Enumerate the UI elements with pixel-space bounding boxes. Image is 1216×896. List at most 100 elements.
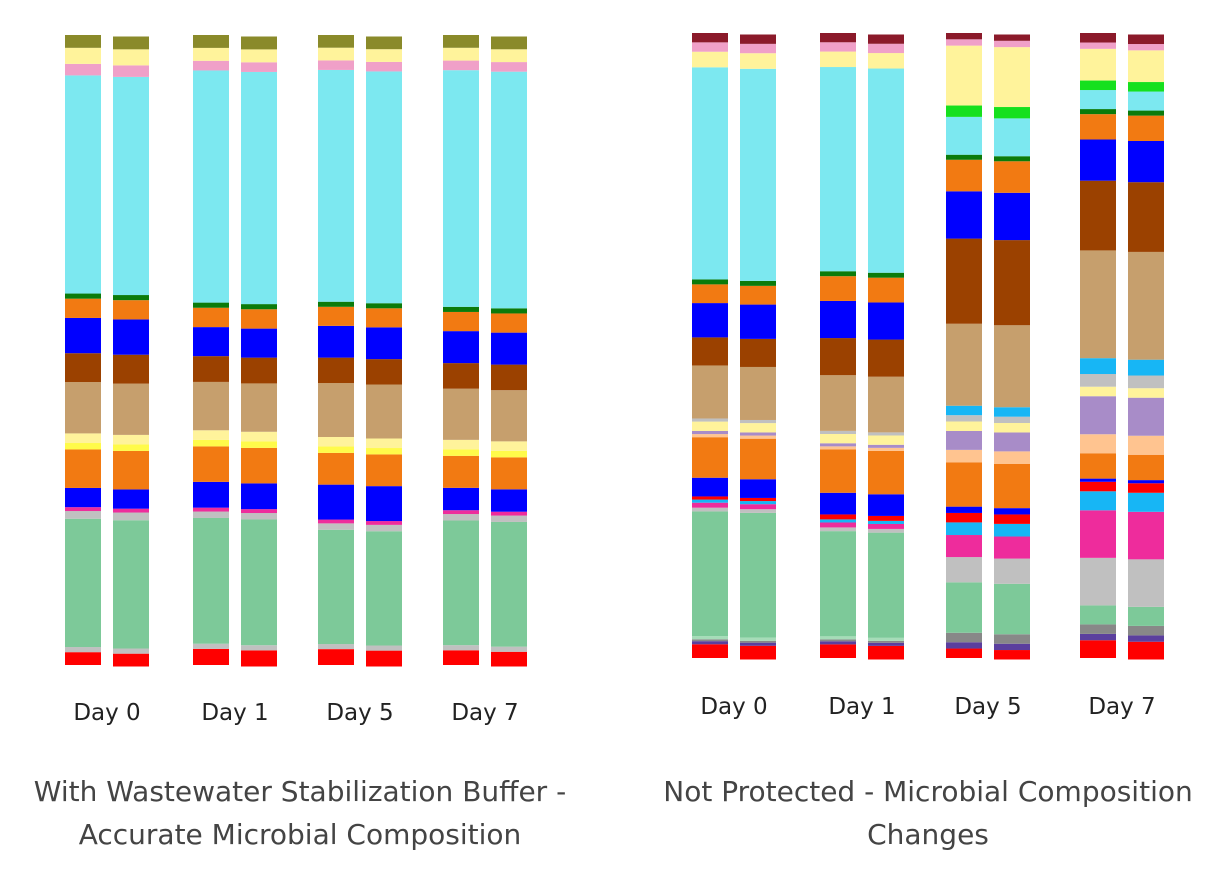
right-bar-segment-day0-rep2-s7: [740, 501, 776, 505]
left-bar-segment-day0-rep2-s16: [113, 49, 149, 66]
right-bar-segment-day1-rep2-s14: [868, 432, 904, 436]
left-bar-segment-day5-rep1-s3: [318, 523, 354, 530]
left-bar-segment-day1-rep1-s3: [193, 511, 229, 518]
left-bar-segment-day0-rep1-s11: [65, 317, 101, 354]
left-bar-segment-day1-rep1-s11: [193, 327, 229, 357]
right-bar-segment-day0-rep1-s20: [692, 279, 728, 285]
right-bar-segment-day0-rep2-s21: [740, 68, 776, 281]
right-bar-segment-day0-rep2-s13: [740, 423, 776, 433]
right-bar-segment-day7-rep2-s21: [1128, 91, 1164, 111]
left-bar-segment-day7-rep1-s4: [443, 510, 479, 515]
right-bar-segment-day7-rep2-s20: [1128, 110, 1164, 116]
right-bar-segment-day0-rep1-s24: [692, 42, 728, 52]
right-caption: Not Protected - Microbial Composition Ch…: [663, 775, 1193, 851]
right-bar-segment-day0-rep2-s19: [740, 285, 776, 305]
left-bar-segment-day7-rep2-s3: [491, 515, 527, 522]
right-bar-segment-day1-rep1-s17: [820, 338, 856, 376]
left-bar-segment-day1-rep1-s7: [193, 439, 229, 447]
left-bar-segment-day5-rep1-s11: [318, 325, 354, 358]
left-bar-segment-day7-rep2-s17: [491, 36, 527, 50]
left-bar-segment-day5-rep2-s14: [366, 71, 402, 304]
left-bar-segment-day0-rep2-s6: [113, 450, 149, 490]
right-bar-segment-day7-rep1-s24: [1080, 42, 1116, 49]
right-bar-segment-day5-rep1-s15: [946, 405, 982, 416]
left-bar-segment-day0-rep1-s17: [65, 35, 101, 48]
right-bar-segment-day5-rep1-s23: [946, 45, 982, 106]
left-bar-segment-day1-rep1-s14: [193, 70, 229, 303]
right-bar-segment-day0-rep1-s6: [692, 502, 728, 508]
right-bar-segment-day0-rep2-s10: [740, 438, 776, 480]
right-bar-segment-day0-rep2-s14: [740, 419, 776, 424]
right-bar-segment-day5-rep2-s9: [994, 508, 1030, 515]
right-bar-segment-day7-rep1-s7: [1080, 491, 1116, 511]
right-bar-segment-day5-rep2-s24: [994, 40, 1030, 48]
right-bar-segment-day5-rep1-s25: [946, 33, 982, 40]
right-bar-segment-day1-rep1-s1: [820, 641, 856, 645]
left-bar-segment-day0-rep2-s10: [113, 354, 149, 384]
right-bar-segment-day1-rep1-s6: [820, 522, 856, 528]
right-bar-segment-day0-rep2-s18: [740, 304, 776, 339]
left-bar-segment-day5-rep2-s12: [366, 308, 402, 328]
left-bar-segment-day7-rep2-s13: [491, 308, 527, 314]
left-bar-segment-day1-rep1-s0: [193, 648, 229, 665]
right-bar-segment-day0-rep2-s23: [740, 53, 776, 69]
left-bar-segment-day7-rep2-s15: [491, 62, 527, 72]
right-bar-segment-day5-rep2-s23: [994, 47, 1030, 108]
left-bar-segment-day7-rep1-s5: [443, 487, 479, 511]
right-bar-segment-day0-rep2-s1: [740, 642, 776, 646]
right-bar-segment-day1-rep1-s16: [820, 375, 856, 431]
right-bar-segment-day7-rep1-s13: [1080, 386, 1116, 397]
left-bar-segment-day0-rep1-s4: [65, 507, 101, 512]
left-bar-segment-day1-rep2-s4: [241, 509, 277, 514]
right-bar-segment-day5-rep2-s25: [994, 34, 1030, 41]
right-bar-segment-day5-rep1-s8: [946, 512, 982, 523]
right-bar-segment-day5-rep2-s2: [994, 634, 1030, 644]
left-bar-segment-day0-rep1-s0: [65, 652, 101, 665]
left-bar-segment-day5-rep1-s7: [318, 446, 354, 453]
left-bar-segment-day1-rep2-s14: [241, 71, 277, 305]
left-bar-segment-day5-rep2-s2: [366, 531, 402, 646]
right-bar-segment-day1-rep2-s25: [868, 34, 904, 44]
right-bar-segment-day7-rep1-s23: [1080, 48, 1116, 81]
right-bar-segment-day1-rep2-s19: [868, 277, 904, 303]
left-bar-segment-day0-rep2-s17: [113, 36, 149, 50]
left-bar-segment-day5-rep1-s16: [318, 47, 354, 61]
left-tick-label-day-5: Day 5: [326, 700, 393, 726]
right-bar-segment-day1-rep2-s0: [868, 645, 904, 660]
right-bar-segment-day1-rep2-s20: [868, 272, 904, 278]
left-bar-segment-day1-rep2-s7: [241, 441, 277, 448]
right-bar-segment-day0-rep1-s17: [692, 337, 728, 366]
left-bar-segment-day0-rep2-s1: [113, 648, 149, 654]
left-bar-segment-day5-rep2-s8: [366, 438, 402, 449]
left-bar-segment-day7-rep2-s8: [491, 441, 527, 451]
right-bar-segment-day1-rep2-s8: [868, 515, 904, 521]
left-bar-segment-day5-rep2-s0: [366, 650, 402, 667]
right-bar-segment-day7-rep2-s2: [1128, 625, 1164, 636]
right-bar-segment-day1-rep1-s0: [820, 644, 856, 658]
right-bar-segment-day7-rep2-s4: [1128, 606, 1164, 626]
left-bar-segment-day7-rep1-s0: [443, 650, 479, 665]
right-bar-segment-day5-rep2-s11: [994, 451, 1030, 464]
left-tick-label-day-1: Day 1: [201, 700, 268, 726]
left-bar-segment-day1-rep2-s15: [241, 62, 277, 72]
right-bar-segment-day7-rep2-s16: [1128, 251, 1164, 360]
right-bar-segment-day1-rep2-s21: [868, 68, 904, 273]
right-bar-segment-day5-rep2-s1: [994, 643, 1030, 651]
right-bar-segment-day7-rep2-s13: [1128, 388, 1164, 398]
left-bar-segment-day7-rep2-s11: [491, 332, 527, 365]
left-bar-segment-day0-rep2-s11: [113, 319, 149, 355]
right-bar-segment-day0-rep2-s0: [740, 645, 776, 660]
right-bar-segment-day0-rep1-s21: [692, 67, 728, 280]
left-bar-segment-day5-rep1-s17: [318, 35, 354, 48]
right-bar-segment-day7-rep2-s18: [1128, 140, 1164, 183]
left-bar-segment-day7-rep2-s9: [491, 390, 527, 442]
left-bar-segment-day5-rep2-s7: [366, 448, 402, 455]
left-bar-segment-day0-rep2-s3: [113, 512, 149, 521]
right-bar-segment-day7-rep1-s6: [1080, 510, 1116, 558]
left-bar-segment-day0-rep2-s2: [113, 520, 149, 649]
left-caption: With Wastewater Stabilization Buffer - A…: [33, 775, 567, 851]
right-bar-segment-day7-rep1-s9: [1080, 478, 1116, 482]
right-bar-segment-day5-rep2-s10: [994, 463, 1030, 509]
right-bar-segment-day5-rep1-s16: [946, 323, 982, 406]
right-bar-segment-day0-rep1-s2: [692, 639, 728, 642]
